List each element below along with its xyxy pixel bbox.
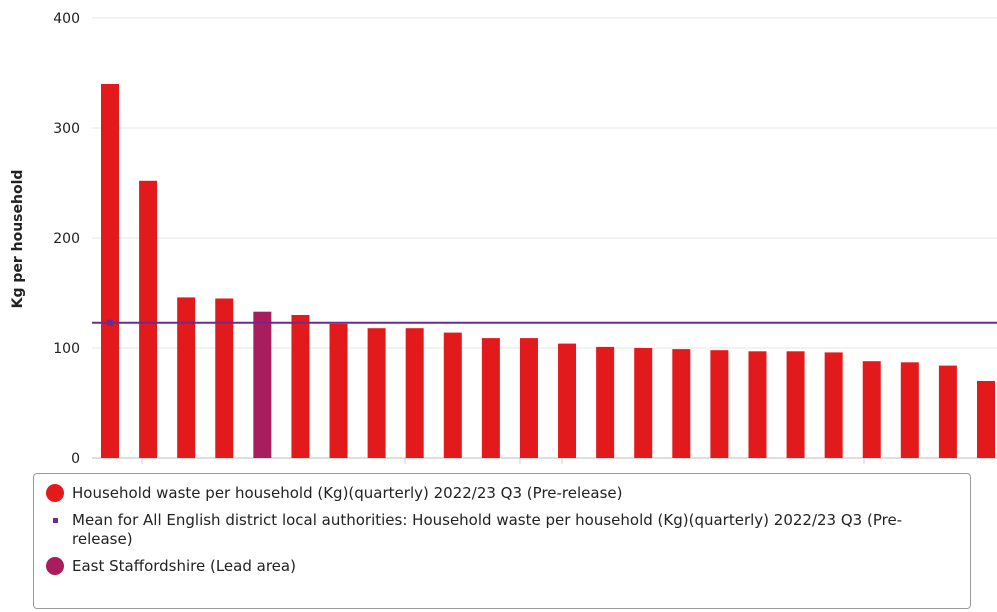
bar [329,323,348,458]
bar [938,365,957,458]
bar [291,315,310,458]
bar [558,343,577,458]
bar [481,338,500,458]
bar [443,332,462,458]
bar [139,180,158,459]
legend-label: Household waste per household (Kg)(quart… [72,484,623,502]
bar [367,328,386,458]
legend-item-lead-area[interactable]: East Staffordshire (Lead area) [46,557,958,576]
y-axis-label: Kg per household [10,170,26,309]
legend-circle-icon [46,557,64,575]
bars [101,84,995,459]
bar-chart: 0 100 200 300 400 Kg per household [10,11,997,467]
bar-highlight [253,311,272,458]
bar [672,349,691,458]
bar [900,362,919,458]
x-axis-ticks [141,458,865,464]
bar [634,348,653,458]
bar [177,297,196,458]
bar [519,338,538,458]
bar [977,381,995,458]
legend-label: Mean for All English district local auth… [72,511,903,548]
y-tick-label: 200 [53,231,80,247]
bar [405,328,424,458]
legend-item-household-waste[interactable]: Household waste per household (Kg)(quart… [46,484,958,503]
legend-item-mean[interactable]: Mean for All English district local auth… [46,511,958,549]
mean-marker [107,319,113,326]
legend: Household waste per household (Kg)(quart… [33,473,971,609]
legend-label: East Staffordshire (Lead area) [72,557,296,575]
gridlines [92,17,997,459]
bar [786,351,805,458]
bar [596,346,615,458]
bar [862,361,881,458]
y-tick-label: 0 [71,451,80,467]
y-tick-label: 400 [53,11,80,27]
y-axis-ticks: 0 100 200 300 400 [53,11,80,467]
y-tick-label: 100 [53,341,80,357]
bar [710,350,729,458]
bar [748,351,767,458]
bar [824,352,843,458]
legend-circle-icon [46,484,64,502]
legend-square-icon [53,518,58,523]
y-tick-label: 300 [53,121,80,137]
mean-line-group [92,319,997,326]
bar [215,298,234,458]
bar [101,84,119,458]
